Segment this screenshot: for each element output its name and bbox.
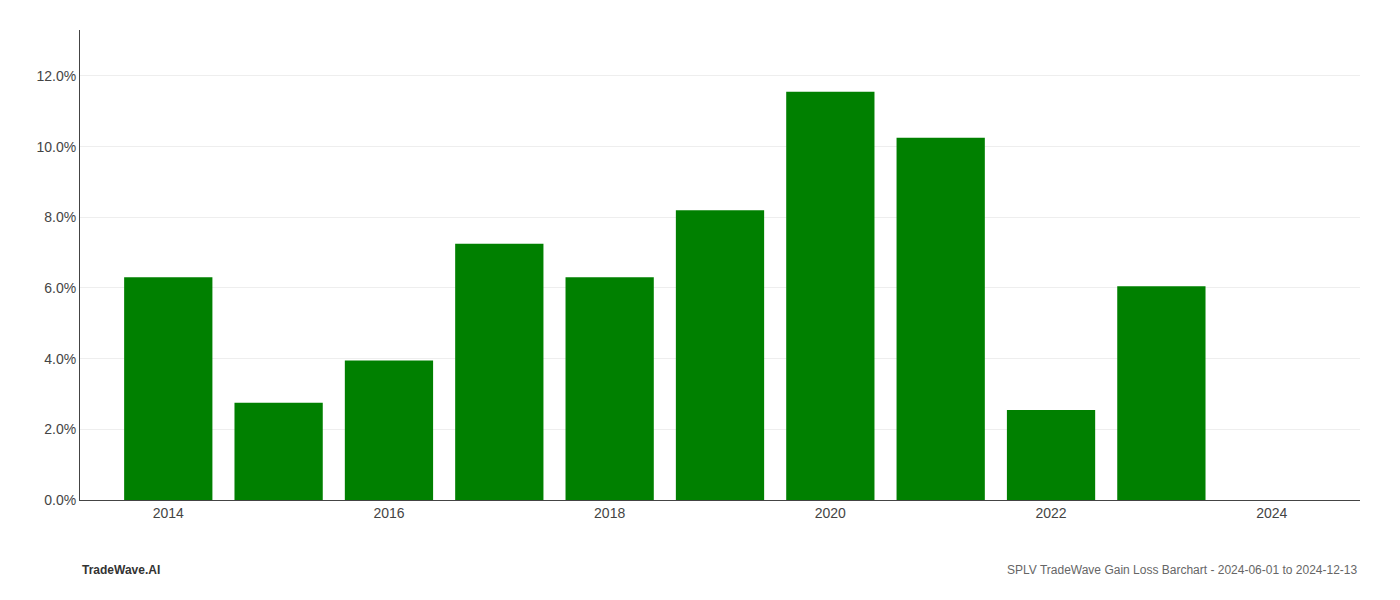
svg-text:0.0%: 0.0% bbox=[44, 492, 76, 508]
svg-text:2020: 2020 bbox=[815, 505, 846, 521]
svg-text:12.0%: 12.0% bbox=[36, 68, 76, 84]
svg-text:6.0%: 6.0% bbox=[44, 280, 76, 296]
svg-text:TradeWave.AI: TradeWave.AI bbox=[82, 563, 160, 577]
svg-text:10.0%: 10.0% bbox=[36, 139, 76, 155]
svg-text:2022: 2022 bbox=[1035, 505, 1066, 521]
svg-text:4.0%: 4.0% bbox=[44, 351, 76, 367]
svg-text:2.0%: 2.0% bbox=[44, 421, 76, 437]
svg-text:SPLV TradeWave Gain Loss Barch: SPLV TradeWave Gain Loss Barchart - 2024… bbox=[1007, 563, 1358, 577]
svg-text:2024: 2024 bbox=[1256, 505, 1287, 521]
svg-text:8.0%: 8.0% bbox=[44, 209, 76, 225]
svg-text:2016: 2016 bbox=[373, 505, 404, 521]
svg-text:2014: 2014 bbox=[153, 505, 184, 521]
svg-text:2018: 2018 bbox=[594, 505, 625, 521]
